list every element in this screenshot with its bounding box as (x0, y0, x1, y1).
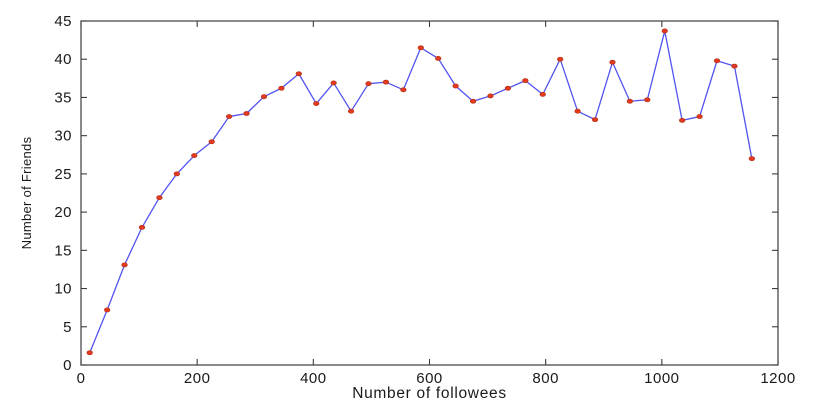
y-tick-label: 0 (63, 357, 72, 374)
x-tick-label: 0 (77, 370, 86, 387)
y-tick-label: 25 (54, 166, 72, 183)
data-point-marker (347, 108, 355, 114)
data-point-marker (574, 108, 581, 114)
data-point-marker (557, 56, 564, 62)
data-point-marker (661, 28, 668, 34)
y-tick-label: 40 (54, 51, 72, 68)
data-point-marker (696, 114, 703, 119)
data-point-marker (400, 87, 407, 93)
data-point-marker (469, 98, 477, 104)
data-point-marker (330, 80, 337, 86)
data-point-marker (260, 94, 268, 100)
x-tick-label: 400 (300, 370, 327, 387)
data-point-marker (243, 111, 250, 116)
data-point-marker (278, 85, 285, 91)
data-point-marker (487, 93, 494, 99)
data-point-marker (452, 83, 459, 89)
data-point-marker (504, 85, 512, 91)
data-point-marker (156, 195, 163, 200)
x-axis-label: Number of followees (352, 385, 507, 402)
y-tick-label: 15 (54, 242, 72, 259)
data-point-marker (104, 307, 111, 313)
data-point-marker (382, 79, 390, 85)
y-tick-label: 10 (54, 281, 72, 298)
data-point-marker (417, 45, 424, 51)
data-point-marker (644, 97, 651, 103)
data-point-marker (609, 59, 616, 65)
data-point-marker (365, 81, 372, 87)
data-point-marker (295, 71, 302, 77)
x-tick-label: 200 (184, 370, 211, 387)
data-markers (86, 28, 755, 356)
x-tick-label: 1000 (644, 370, 679, 387)
data-point-marker (522, 78, 529, 84)
x-tick-label: 1200 (760, 370, 795, 387)
data-point-marker (208, 139, 215, 145)
data-point-marker (591, 117, 599, 123)
data-point-marker (121, 262, 128, 268)
y-tick-label: 5 (63, 319, 72, 336)
data-point-marker (313, 101, 320, 106)
data-point-marker (539, 91, 546, 97)
y-tick-label: 45 (54, 13, 72, 30)
data-point-marker (138, 224, 146, 230)
data-point-marker (731, 63, 738, 69)
data-point-marker (748, 156, 755, 161)
data-point-marker (679, 117, 686, 123)
data-point-marker (226, 114, 233, 119)
y-tick-label: 35 (54, 89, 72, 106)
axis-ticks (80, 20, 779, 366)
data-point-marker (191, 153, 198, 158)
data-point-marker (86, 350, 93, 356)
x-tick-label: 800 (532, 370, 559, 387)
y-tick-label: 20 (54, 204, 72, 221)
x-tick-label: 600 (416, 370, 443, 387)
data-point-marker (626, 98, 633, 104)
tick-labels: 0 200 400 600 800 1000 1200 0 5 10 15 20 25 30 35 40 45 (54, 13, 795, 387)
data-point-marker (173, 171, 180, 177)
data-point-marker (435, 56, 442, 61)
y-axis-label: Number of Friends (19, 136, 34, 249)
data-line (89, 30, 753, 354)
y-tick-label: 30 (54, 128, 72, 145)
data-point-marker (713, 58, 721, 64)
